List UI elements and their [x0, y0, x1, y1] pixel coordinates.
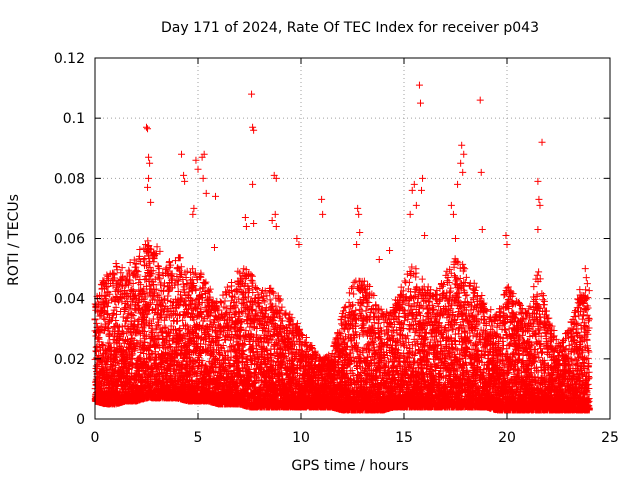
- data-point: [105, 324, 113, 332]
- data-point: [106, 339, 114, 347]
- data-point: [105, 275, 113, 283]
- data-point: [98, 341, 106, 348]
- data-point: [113, 310, 121, 318]
- data-point: [103, 302, 111, 310]
- data-point: [96, 312, 104, 320]
- data-point: [108, 296, 116, 304]
- data-markers: [91, 81, 593, 414]
- data-point: [113, 293, 121, 301]
- data-point: [113, 266, 121, 274]
- data-point: [112, 316, 120, 324]
- data-point: [102, 283, 110, 291]
- data-point: [92, 348, 100, 356]
- data-point: [99, 341, 107, 349]
- data-point: [112, 303, 120, 311]
- data-point: [112, 353, 120, 361]
- data-point: [103, 271, 111, 279]
- data-point: [109, 309, 117, 317]
- data-point: [106, 290, 114, 298]
- data-point: [115, 327, 123, 335]
- data-point: [98, 354, 106, 362]
- data-point: [111, 274, 119, 282]
